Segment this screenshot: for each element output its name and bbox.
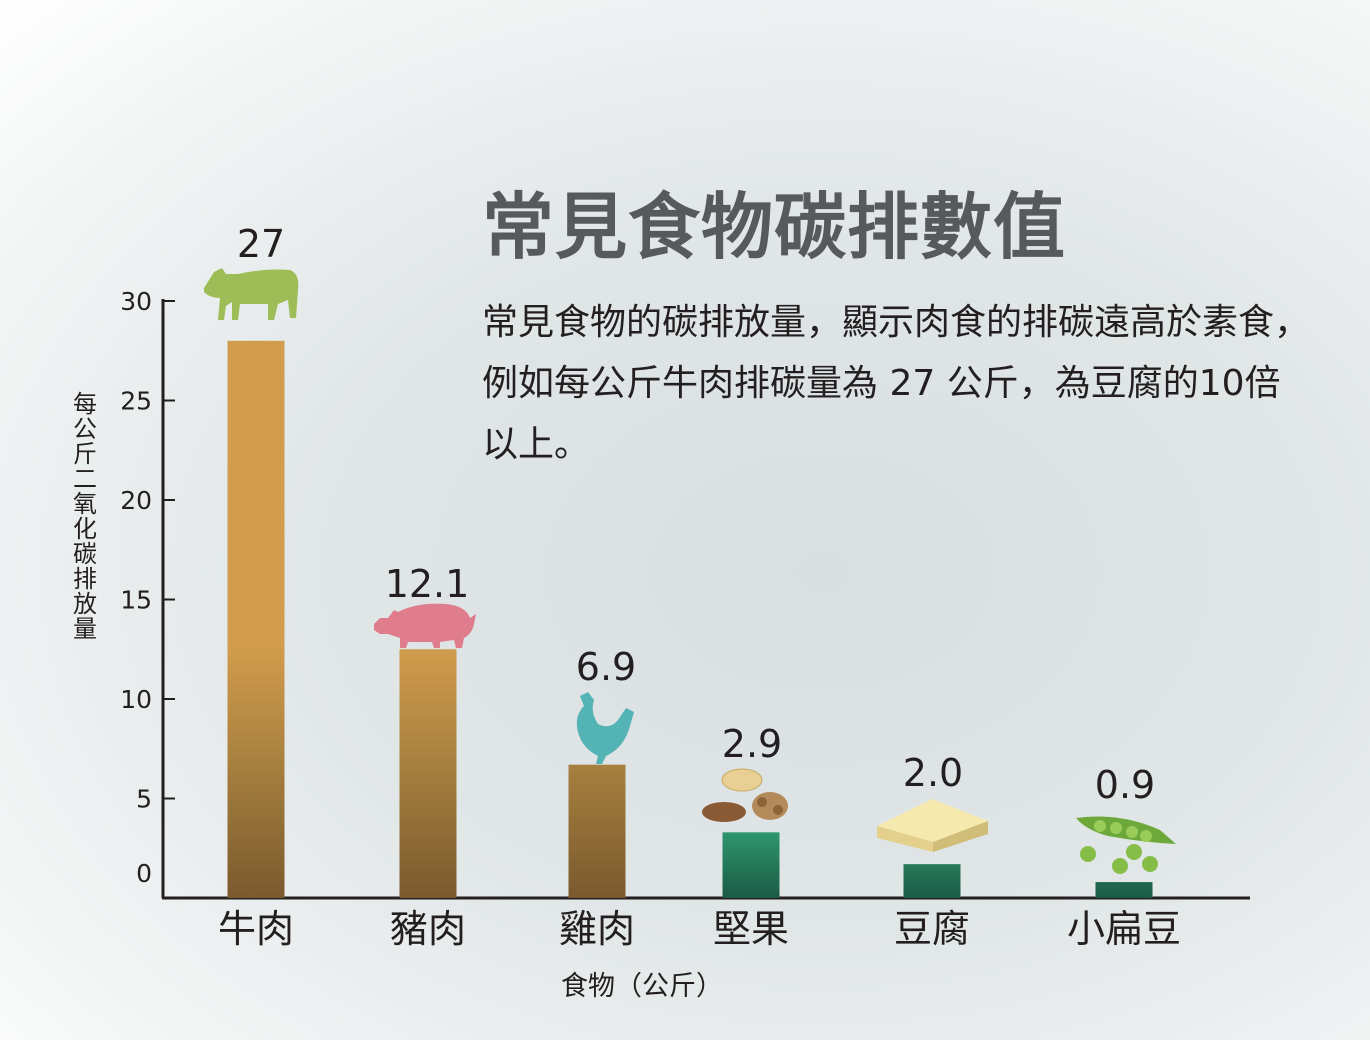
x-tick-label: 豆腐 bbox=[894, 907, 970, 951]
y-tick-label: 15 bbox=[120, 586, 152, 615]
y-axis-label: 每公斤二氧化碳排放量 bbox=[73, 390, 97, 643]
data-label: 2.9 bbox=[722, 722, 782, 766]
pig-icon bbox=[374, 603, 476, 648]
bar bbox=[1095, 882, 1153, 898]
bar bbox=[568, 764, 626, 898]
y-tick-label: 10 bbox=[120, 685, 152, 714]
bar bbox=[903, 864, 961, 898]
data-label: 27 bbox=[237, 222, 285, 266]
y-tick-label: 0 bbox=[136, 859, 152, 888]
x-tick-label: 小扁豆 bbox=[1067, 907, 1181, 951]
y-tick-label: 5 bbox=[136, 785, 152, 814]
x-tick-label: 雞肉 bbox=[559, 907, 635, 951]
nuts-icon bbox=[702, 768, 788, 822]
data-label: 6.9 bbox=[576, 645, 636, 689]
bar bbox=[722, 832, 780, 898]
data-label: 12.1 bbox=[385, 562, 470, 606]
x-tick-label: 堅果 bbox=[713, 907, 789, 951]
x-tick-label: 牛肉 bbox=[218, 907, 294, 951]
data-label: 0.9 bbox=[1095, 763, 1155, 807]
y-tick-label: 20 bbox=[120, 486, 152, 515]
bar bbox=[399, 649, 457, 898]
chicken-icon bbox=[576, 692, 634, 764]
bar bbox=[227, 340, 285, 898]
peas-icon bbox=[1076, 816, 1176, 874]
data-label: 2.0 bbox=[903, 751, 963, 795]
x-tick-label: 豬肉 bbox=[390, 907, 466, 951]
chart-title: 常見食物碳排數值 bbox=[482, 184, 1067, 269]
y-tick-label: 30 bbox=[120, 287, 152, 316]
x-axis-label: 食物（公斤） bbox=[561, 971, 723, 1002]
chart-description: 常見食物的碳排放量，顯示肉食的排碳遠高於素食，例如每公斤牛肉排碳量為 27 公斤… bbox=[482, 302, 1311, 465]
cow-icon bbox=[204, 268, 299, 320]
y-tick-label: 25 bbox=[120, 387, 152, 416]
tofu-icon bbox=[877, 799, 988, 852]
